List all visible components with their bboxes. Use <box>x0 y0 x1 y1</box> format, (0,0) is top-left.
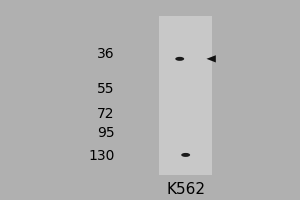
Text: 36: 36 <box>97 47 114 61</box>
Ellipse shape <box>181 153 190 157</box>
Text: 55: 55 <box>97 82 114 96</box>
Text: 72: 72 <box>97 107 114 121</box>
Ellipse shape <box>175 57 184 61</box>
Text: 95: 95 <box>97 126 114 140</box>
Text: 130: 130 <box>88 149 114 163</box>
Text: K562: K562 <box>166 182 205 197</box>
Polygon shape <box>206 55 216 62</box>
FancyBboxPatch shape <box>159 16 212 175</box>
